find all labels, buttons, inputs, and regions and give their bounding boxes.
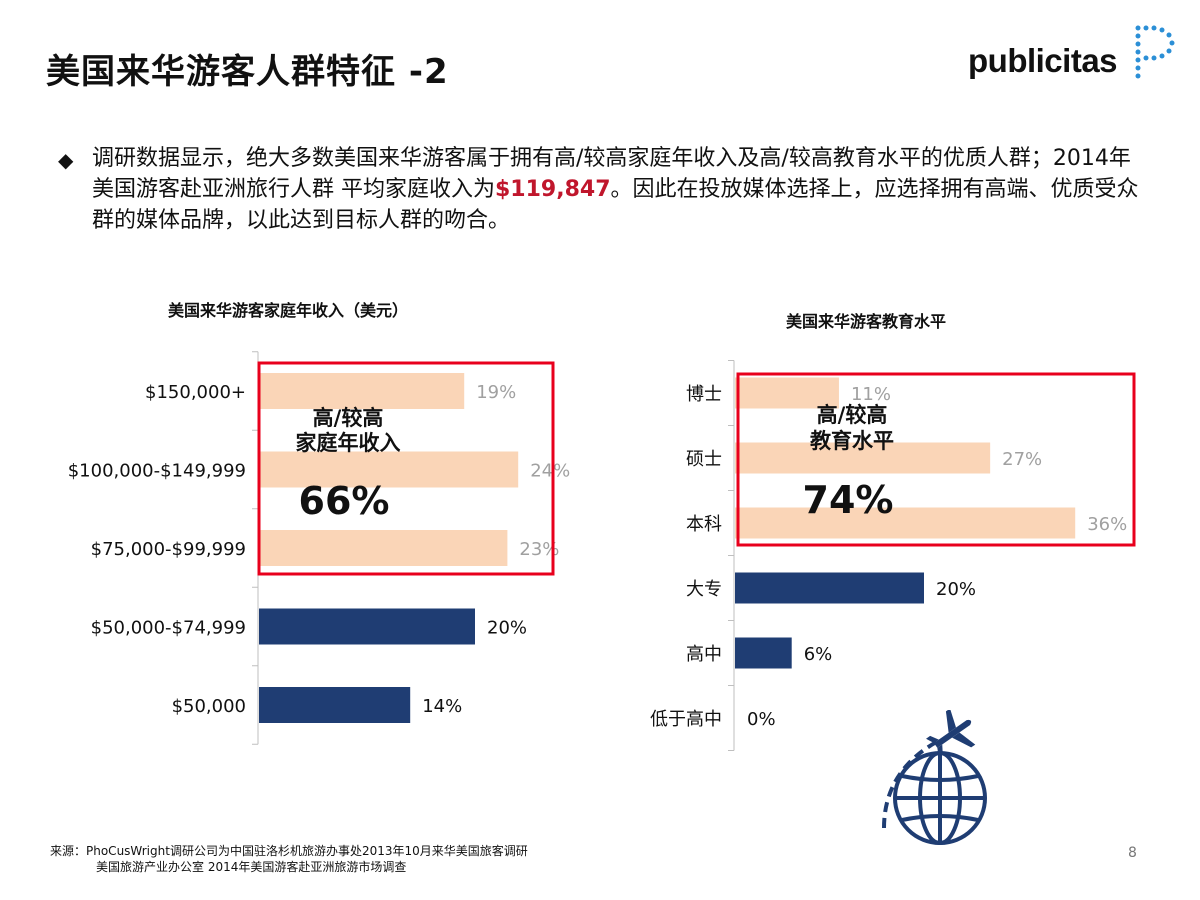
education-value-label: 27% bbox=[1002, 449, 1042, 470]
income-bar bbox=[259, 451, 519, 488]
education-value-label: 0% bbox=[747, 709, 776, 730]
source-line-1: 来源：PhoCusWright调研公司为中国驻洛杉机旅游办事处2013年10月来… bbox=[50, 844, 528, 858]
publicitas-logo: publicitas bbox=[968, 42, 1118, 79]
education-category-label: 高中 bbox=[686, 644, 722, 665]
publicitas-p-icon bbox=[1135, 25, 1175, 79]
source-footnote: 来源：PhoCusWright调研公司为中国驻洛杉机旅游办事处2013年10月来… bbox=[50, 843, 528, 875]
body-text-part1: 调研数据显示，绝大多数美国来华游客属于拥有高/较高家庭年收入及高/较高教育水平的… bbox=[92, 146, 1131, 202]
education-bar bbox=[735, 442, 991, 474]
income-highlight-box bbox=[257, 361, 555, 576]
income-value-label: 20% bbox=[487, 618, 527, 639]
income-bar bbox=[259, 530, 508, 566]
income-category-label: $100,000-$149,999 bbox=[68, 461, 246, 482]
education-annotation-value: 74% bbox=[803, 478, 894, 522]
income-value-label: 14% bbox=[422, 696, 462, 717]
source-line-2: 美国旅游产业办公室 2014年美国游客赴亚洲旅游市场调查 bbox=[96, 860, 407, 874]
income-category-label: $75,000-$99,999 bbox=[91, 539, 246, 560]
education-category-label: 硕士 bbox=[686, 449, 722, 470]
body-paragraph: 调研数据显示，绝大多数美国来华游客属于拥有高/较高家庭年收入及高/较高教育水平的… bbox=[92, 143, 1152, 236]
education-bar bbox=[735, 637, 792, 669]
average-income-highlight: $119,847 bbox=[495, 177, 611, 202]
income-value-label: 19% bbox=[476, 382, 516, 403]
education-category-label: 博士 bbox=[686, 384, 722, 405]
education-value-label: 11% bbox=[851, 384, 891, 405]
income-bar bbox=[259, 373, 465, 409]
income-annotation-line2: 家庭年收入 bbox=[296, 431, 401, 455]
education-annotation-line1: 高/较高 bbox=[817, 403, 888, 427]
income-annotation-line1: 高/较高 bbox=[313, 406, 384, 430]
income-chart-title: 美国来华游客家庭年收入（美元） bbox=[168, 301, 409, 320]
income-bar bbox=[259, 687, 411, 723]
income-value-label: 23% bbox=[519, 539, 559, 560]
page-title: 美国来华游客人群特征 -2 bbox=[46, 52, 449, 92]
education-bar bbox=[735, 572, 924, 604]
bullet-diamond-icon: ◆ bbox=[58, 148, 74, 172]
education-category-label: 低于高中 bbox=[650, 709, 722, 730]
airplane-globe-icon bbox=[882, 710, 987, 845]
income-value-label: 24% bbox=[530, 461, 570, 482]
body-text-part2: 。因此在投放媒体选择上，应选择拥有高端、优质受众群的媒体品牌，以此达到目标人群的… bbox=[92, 177, 1139, 233]
education-value-label: 6% bbox=[804, 644, 833, 665]
education-bar bbox=[735, 377, 839, 409]
education-value-label: 36% bbox=[1087, 514, 1127, 535]
education-category-label: 本科 bbox=[686, 514, 722, 535]
education-bar bbox=[735, 507, 1076, 539]
education-category-label: 大专 bbox=[686, 579, 722, 600]
income-category-label: $50,000-$74,999 bbox=[91, 618, 246, 639]
education-chart-title: 美国来华游客教育水平 bbox=[786, 312, 947, 331]
education-annotation-line2: 教育水平 bbox=[810, 429, 894, 453]
education-value-label: 20% bbox=[936, 579, 976, 600]
income-annotation-value: 66% bbox=[299, 479, 390, 523]
income-category-label: $150,000+ bbox=[145, 382, 246, 403]
education-highlight-box bbox=[736, 372, 1136, 547]
income-category-label: $50,000 bbox=[172, 696, 246, 717]
page-number: 8 bbox=[1128, 845, 1137, 861]
income-bar bbox=[259, 608, 475, 645]
